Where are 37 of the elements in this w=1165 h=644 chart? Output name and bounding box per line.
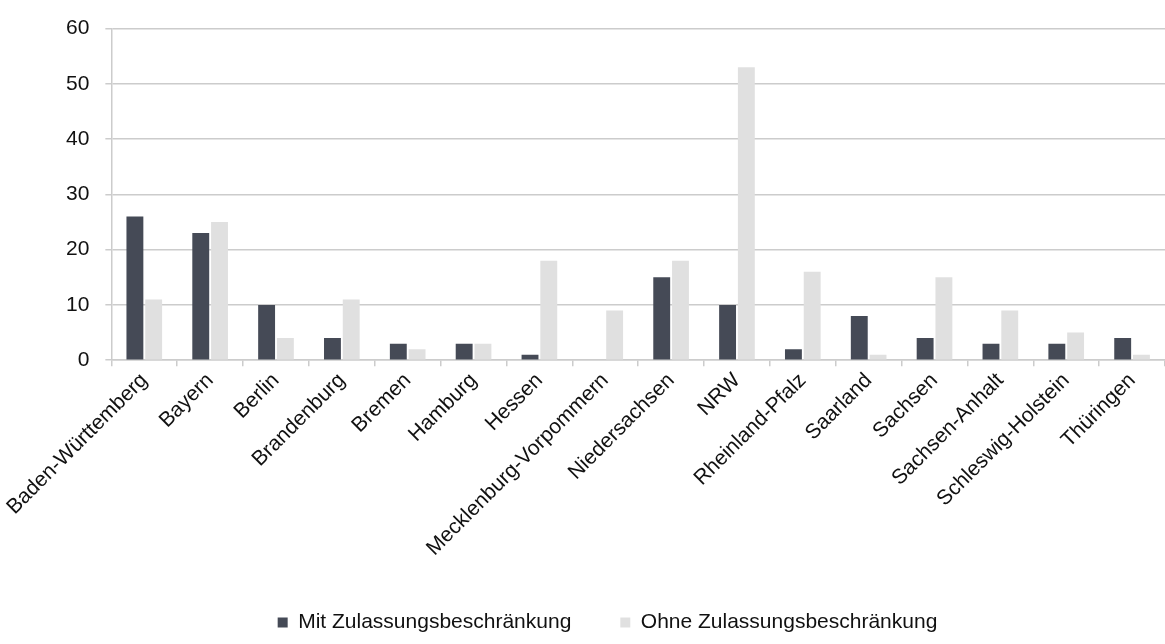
bar [916,338,934,360]
legend-label: Mit Zulassungsbeschränkung [298,609,572,633]
bar [276,338,294,360]
bar [540,260,558,360]
bar [389,343,407,360]
bar [784,349,802,360]
bar [850,316,868,360]
bar [258,304,276,360]
bar [606,310,624,360]
bar [935,277,953,360]
bar [1067,332,1085,360]
bar [342,299,360,360]
bar [803,271,821,360]
y-tick-label: 60 [66,15,90,39]
bar [982,343,1000,360]
bar [1048,343,1066,360]
bar [126,216,144,360]
bar [455,343,473,360]
y-tick-label: 20 [66,236,90,260]
y-tick-label: 30 [66,181,90,205]
bar [474,343,492,360]
bar [719,304,737,360]
y-tick-label: 0 [77,347,90,371]
y-tick-label: 50 [66,70,90,94]
bar [1114,338,1132,360]
y-tick-label: 10 [66,291,90,315]
bar [672,260,689,360]
bar [211,222,228,360]
bar [192,233,210,360]
legend-label: Ohne Zulassungsbeschränkung [640,609,938,633]
bar [145,299,163,360]
bar [324,338,341,360]
bar [1001,310,1019,360]
y-tick-label: 40 [66,125,90,149]
bar [653,277,671,360]
bar [737,67,755,360]
bar [408,349,426,360]
